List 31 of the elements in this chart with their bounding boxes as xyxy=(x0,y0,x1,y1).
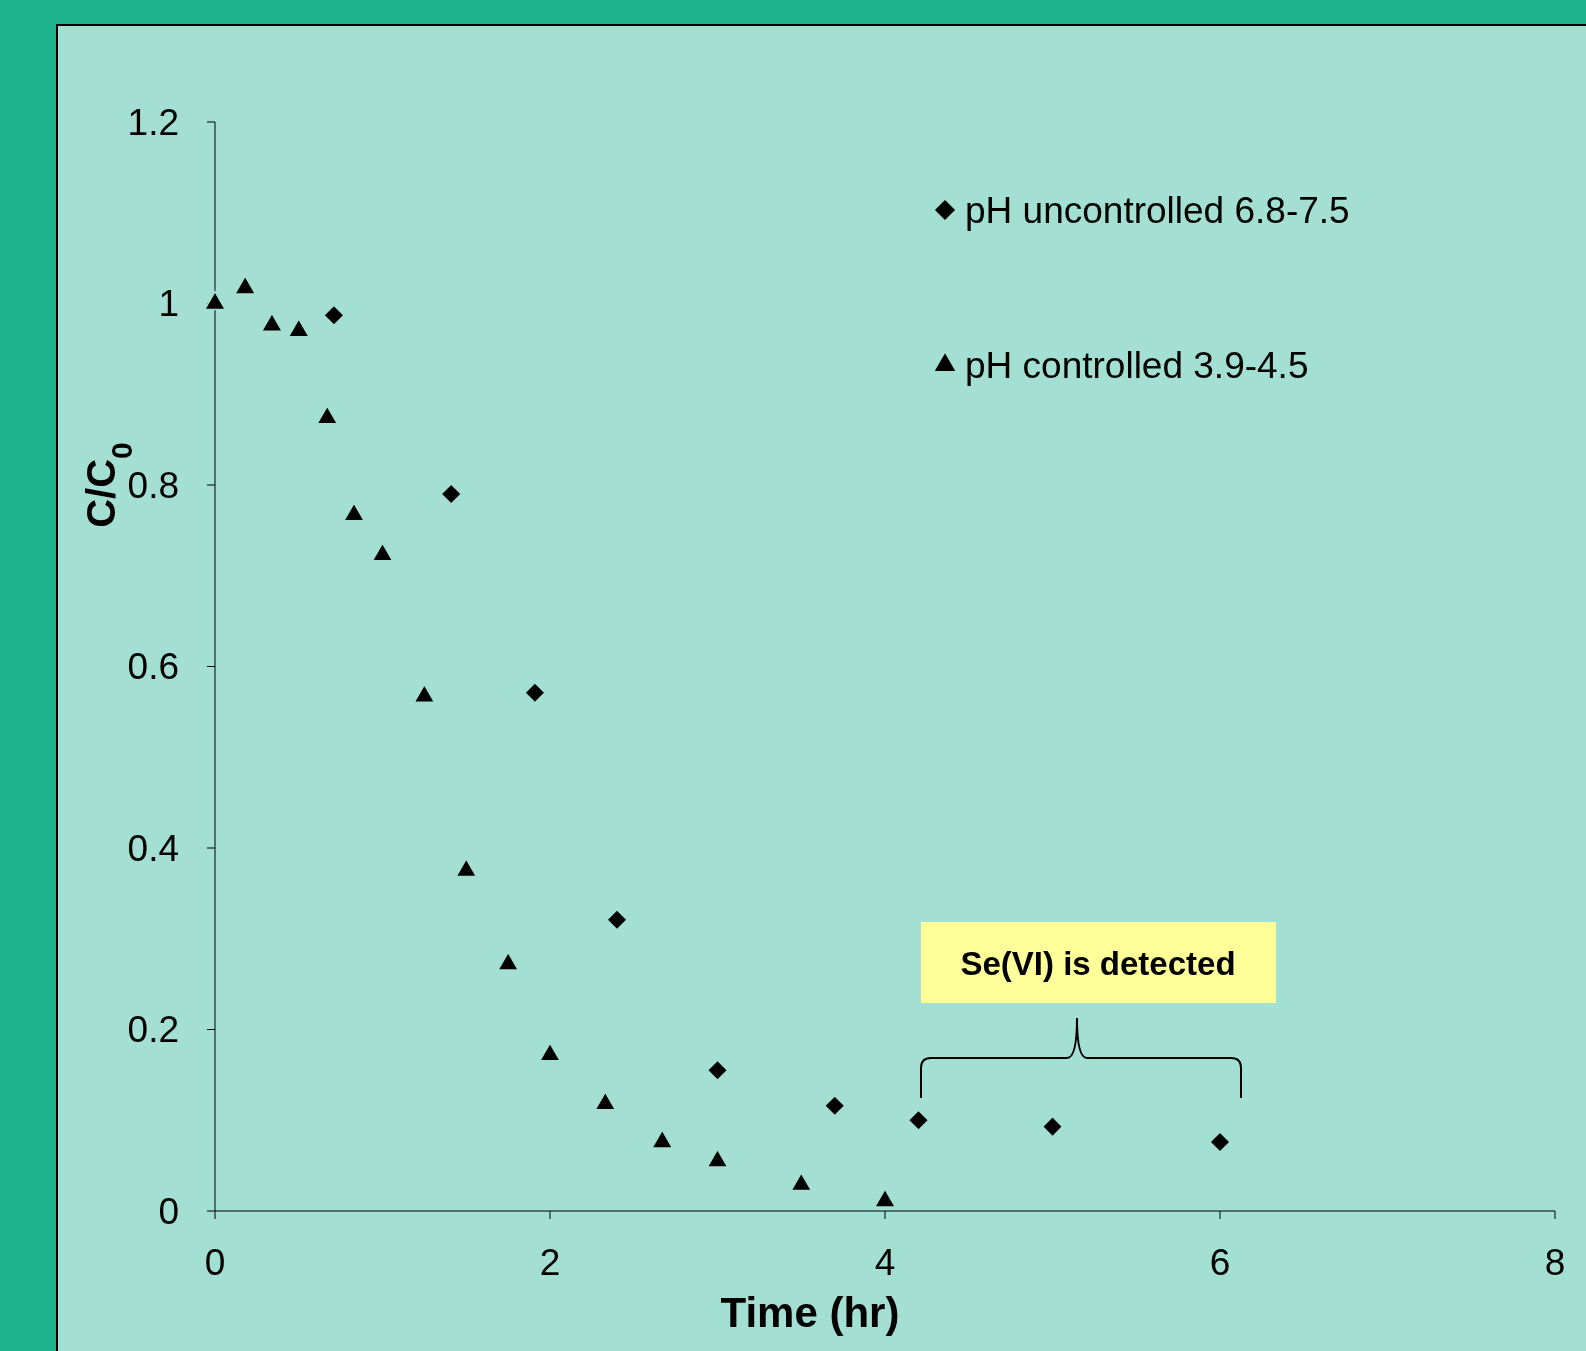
point xyxy=(371,542,394,562)
point xyxy=(234,275,257,295)
x-axis-title: Time (hr) xyxy=(720,1289,900,1336)
annotation: Se(VI) is detected xyxy=(960,944,1236,982)
point xyxy=(874,1188,896,1208)
point xyxy=(651,1129,674,1149)
x-tick-label: 4 xyxy=(874,1242,896,1283)
point xyxy=(594,1091,617,1111)
x-tick-label: 6 xyxy=(1209,1242,1231,1283)
y-tick-label: 0.4 xyxy=(127,827,179,869)
point xyxy=(260,312,283,332)
y-tick-label: 1.2 xyxy=(127,101,179,143)
legend-label: pH uncontrolled 6.8-7.5 xyxy=(965,189,1350,231)
point xyxy=(455,858,478,878)
point xyxy=(316,405,339,425)
y-tick-label: 0.2 xyxy=(127,1009,179,1051)
y-tick-label: 0.6 xyxy=(127,646,179,688)
point xyxy=(706,1148,729,1168)
point xyxy=(539,1042,561,1062)
y-tick-label: 1 xyxy=(158,283,179,325)
x-tick-label: 0 xyxy=(204,1242,226,1283)
point xyxy=(413,683,436,704)
point xyxy=(204,290,226,311)
point xyxy=(790,1172,813,1192)
legend-label: pH controlled 3.9-4.5 xyxy=(965,344,1309,386)
point xyxy=(497,951,520,971)
x-tick-label: 8 xyxy=(1544,1242,1566,1283)
point xyxy=(343,502,366,522)
y-tick-label: 0 xyxy=(158,1190,179,1232)
point xyxy=(287,318,310,338)
x-tick-label: 2 xyxy=(539,1242,561,1283)
